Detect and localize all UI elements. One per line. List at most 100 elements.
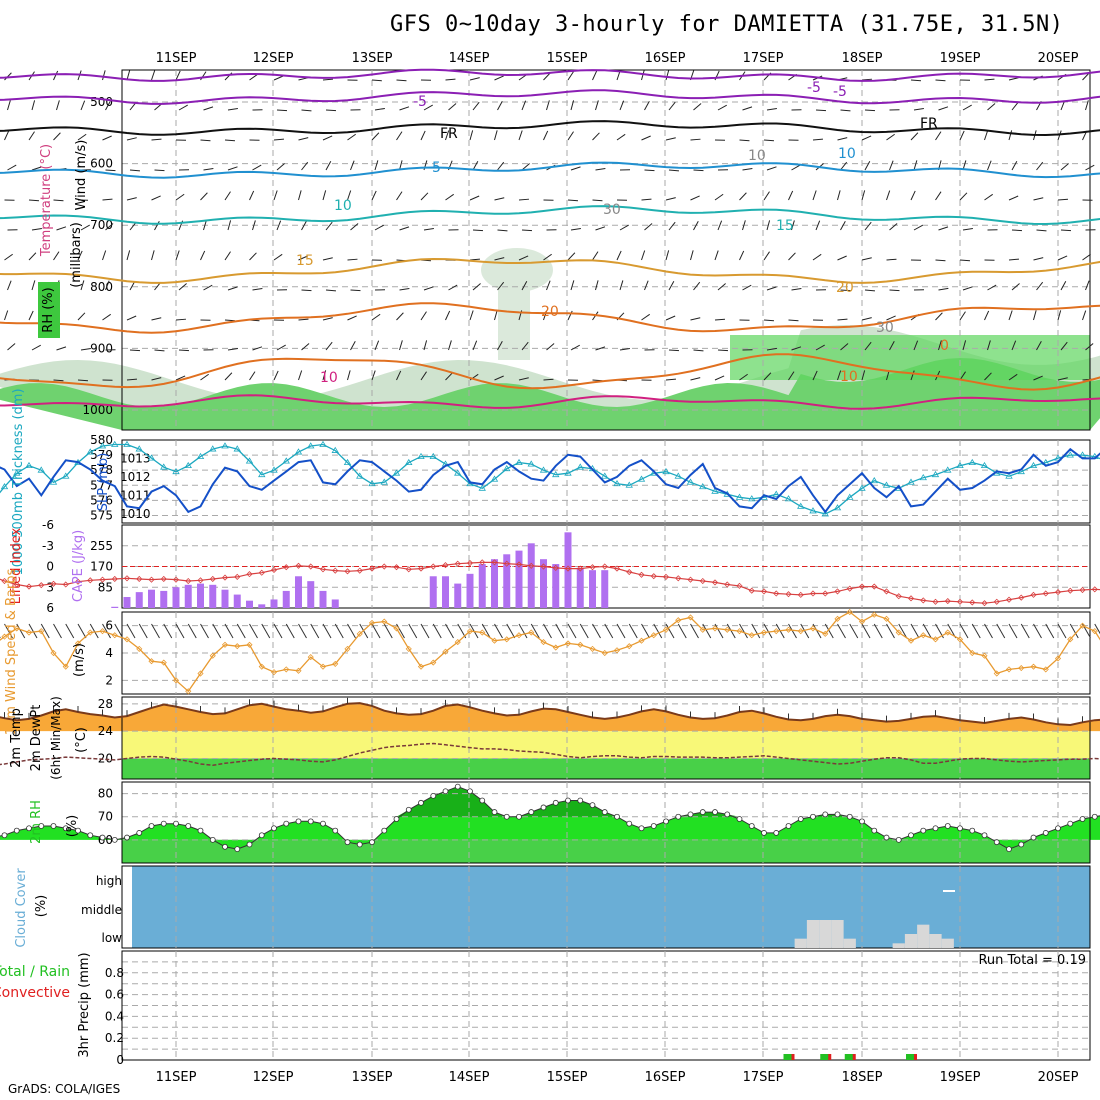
wind-barb	[350, 223, 359, 231]
wind-barb	[959, 192, 968, 201]
wind-speed-point	[442, 648, 449, 655]
wind-barb	[521, 100, 527, 111]
wind-barb	[497, 281, 505, 291]
wind-barb	[543, 253, 552, 261]
date-label-bottom: 14SEP	[449, 1070, 490, 1085]
thickness-point	[380, 478, 388, 485]
thickness-point	[784, 495, 793, 502]
ylabel-rh2m-unit: (%)	[65, 815, 80, 838]
rh-point	[846, 813, 853, 820]
rh2m-panel: 80 70 60 2m RH (%)	[0, 781, 1100, 864]
wind-barb-10m	[910, 623, 920, 639]
precip-tick-label: 0.8	[105, 966, 124, 980]
wind-barb	[420, 192, 429, 201]
ylabel-rh: RH (%)	[41, 287, 56, 332]
wind-barb	[420, 371, 427, 381]
wind-barb	[938, 340, 942, 351]
wind-speed-point	[944, 629, 951, 636]
wind-barb	[445, 193, 454, 201]
cape-bar	[564, 532, 572, 608]
cape-bar	[111, 606, 119, 608]
thickness-point	[282, 457, 290, 464]
wind-barb	[423, 286, 434, 291]
wind-barb	[371, 313, 381, 321]
wind-barb	[861, 135, 872, 141]
wind-barb	[739, 373, 748, 381]
wind-barb-10m	[187, 623, 197, 639]
rh-point	[895, 836, 902, 843]
wind-speed-point	[221, 641, 229, 648]
wind-barb	[987, 103, 996, 111]
wind-barb	[31, 100, 36, 111]
wind-barb	[742, 106, 753, 111]
date-label-top: 11SEP	[156, 51, 197, 66]
thickness-point	[233, 445, 241, 452]
wind-barb	[1085, 280, 1090, 291]
wind-speed-point	[932, 636, 939, 643]
wind-barb	[494, 257, 505, 261]
wind-barb	[1057, 198, 1069, 201]
rh-point	[908, 832, 914, 839]
contour-label: 20	[541, 304, 559, 320]
wind-speed-point	[1030, 663, 1037, 670]
wind-speed-point	[356, 630, 363, 637]
wind-barb-10m	[53, 623, 62, 639]
wind-barb-10m	[347, 623, 356, 639]
wind-barb	[518, 255, 529, 261]
slp-tick-label: 1012	[120, 470, 151, 484]
wind-barb	[28, 310, 34, 321]
li-point	[1079, 586, 1086, 594]
rh-point	[87, 832, 94, 839]
wind-barb	[910, 132, 919, 141]
thickness-point	[735, 493, 744, 500]
rh-point	[797, 816, 804, 822]
wind-barb-10m	[249, 623, 258, 639]
wind-barb	[1036, 161, 1044, 171]
wind-barb	[80, 347, 91, 351]
wind-barb	[227, 286, 238, 291]
wind-barb-10m	[16, 623, 26, 639]
wind-barb	[864, 221, 872, 231]
wind-barb	[1033, 197, 1044, 201]
li-point	[99, 576, 106, 583]
wind-barb	[200, 373, 209, 381]
rh-point	[1091, 813, 1098, 820]
wind-barb	[619, 100, 625, 111]
wind-barb	[521, 280, 528, 291]
ylabel-rh2m: 2m RH	[29, 800, 44, 844]
wind-barb-10m	[4, 623, 13, 639]
wind-barb	[665, 315, 676, 321]
thickness-point	[833, 504, 842, 511]
wind-speed-point	[638, 637, 645, 644]
wind-barb	[494, 130, 498, 141]
wind-speed-point	[99, 628, 106, 635]
wind-barb	[175, 375, 186, 381]
thickness-point	[748, 495, 756, 502]
li-point	[932, 598, 939, 605]
wind-barb	[298, 190, 302, 201]
wind-barb-10m	[763, 623, 773, 639]
wind-barb	[693, 103, 702, 111]
thickness-point	[956, 461, 964, 469]
wind-barb	[543, 310, 548, 321]
wind-barb	[665, 137, 676, 141]
ylabel-wind: Wind (m/s)	[74, 140, 89, 211]
rh-point	[320, 820, 326, 827]
thickness-point	[1017, 467, 1025, 475]
wind-barb	[984, 193, 994, 201]
wind-barb	[399, 106, 410, 111]
thickness-point	[919, 473, 927, 481]
ylabel-thickness: 1000-500mb Thickness (dm)	[11, 388, 26, 575]
wind-barb	[861, 370, 866, 381]
thickness-point	[515, 458, 523, 466]
wind-barb	[717, 283, 726, 291]
li-point	[111, 575, 118, 583]
wind-barb	[420, 311, 427, 321]
wind-barb	[962, 340, 967, 351]
li-point	[319, 566, 327, 573]
wind-barb	[984, 310, 990, 321]
wind-barb	[374, 160, 379, 171]
wind-barb	[864, 109, 876, 112]
wind-barb	[445, 78, 456, 81]
